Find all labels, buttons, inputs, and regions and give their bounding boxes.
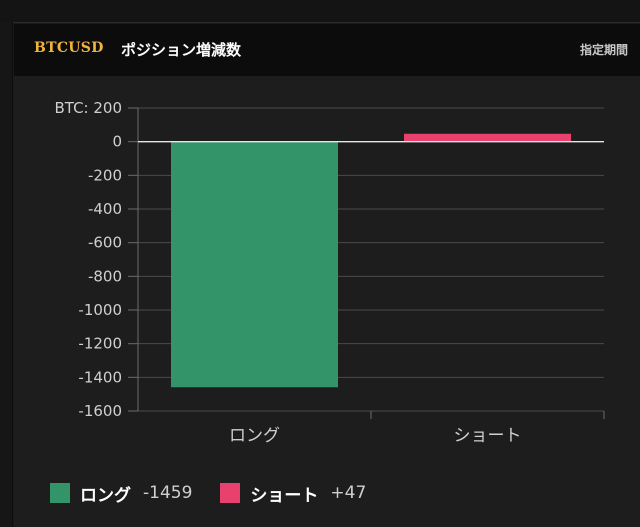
top-bar [0, 0, 640, 23]
y-tick-labels: BTC: 200 0 -200 -400 -600 -800 -1000 -1200 -1400… [55, 99, 123, 420]
legend-swatch-long [50, 483, 70, 503]
y-tick-label: -800 [88, 267, 122, 285]
legend-label-short: ショート [250, 485, 319, 506]
legend-swatch-short [220, 483, 241, 503]
x-tick-labels: ロング ショート [229, 426, 522, 446]
panel-header: BTCUSD ポジション増減数 指定期間 [14, 24, 640, 76]
y-tick-label: 0 [112, 133, 122, 151]
chart-legend: ロング -1459 ショート +47 [50, 480, 394, 506]
x-tick-label: ロング [229, 426, 280, 446]
symbol-label: BTCUSD [34, 40, 104, 56]
y-tick-label: -200 [88, 166, 122, 184]
left-edge-panel [0, 22, 13, 527]
legend-label-long: ロング [80, 485, 131, 506]
panel-title: ポジション増減数 [121, 41, 242, 59]
chart-axes [128, 107, 605, 419]
legend-item-short[interactable]: ショート +47 [220, 481, 366, 506]
bar-long[interactable] [171, 141, 338, 388]
legend-value-long: -1459 [143, 483, 193, 503]
y-tick-label: -1600 [78, 402, 122, 420]
y-tick-label: BTC: 200 [55, 99, 123, 117]
legend-value-short: +47 [330, 483, 367, 503]
y-tick-label: -1400 [78, 368, 122, 386]
y-tick-label: -600 [88, 234, 122, 252]
chart-bars [171, 133, 571, 388]
x-tick-label: ショート [454, 426, 522, 446]
legend-item-long[interactable]: ロング -1459 [50, 481, 192, 506]
y-tick-label: -1200 [78, 335, 122, 353]
bar-short[interactable] [404, 133, 571, 142]
y-tick-label: -1000 [78, 301, 122, 319]
period-link[interactable]: 指定期間 [579, 43, 628, 57]
y-tick-label: -400 [88, 200, 122, 218]
